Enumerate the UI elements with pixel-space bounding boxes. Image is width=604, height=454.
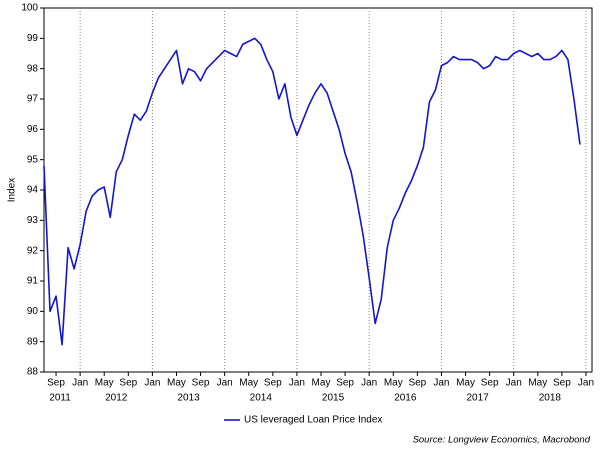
y-tick-label: 95 [27,154,39,165]
x-tick-label: Jan [72,378,88,389]
x-tick-label: Jan [433,378,449,389]
year-label: 2011 [49,393,71,404]
legend-label: US leveraged Loan Price Index [244,415,382,426]
x-tick-label: May [167,378,186,389]
x-tick-label: May [312,378,331,389]
x-tick-label: Sep [119,378,137,389]
x-tick-label: Jan [578,378,594,389]
data-line [43,37,581,346]
x-tick-label: Jan [289,378,305,389]
x-tick-label: Jan [217,378,233,389]
y-tick-label: 91 [27,276,39,287]
y-tick-label: 97 [27,94,39,105]
y-axis-label: Index [7,178,18,202]
x-tick-label: Jan [361,378,377,389]
year-label: 2017 [466,393,489,404]
year-label: 2014 [250,393,273,404]
x-tick-label: Jan [144,378,160,389]
y-tick-label: 88 [27,367,39,378]
year-label: 2013 [177,393,200,404]
plot-frame [43,7,593,373]
y-tick-label: 92 [27,245,39,256]
y-tick-label: 89 [27,336,39,347]
x-tick-label: May [95,378,114,389]
y-tick-label: 90 [27,306,39,317]
year-label: 2012 [105,393,128,404]
y-tick-label: 94 [27,185,39,196]
y-tick-label: 99 [27,33,39,44]
x-tick-label: May [384,378,403,389]
x-tick-label: Sep [192,378,210,389]
x-tick-label: Jan [506,378,522,389]
year-label: 2018 [539,393,562,404]
source-note: Source: Longview Economics, Macrobond [413,435,591,446]
x-tick-label: Sep [336,378,354,389]
x-tick-label: Sep [47,378,65,389]
x-tick-label: Sep [553,378,571,389]
x-tick-label: May [456,378,475,389]
x-tick-label: May [239,378,258,389]
x-tick-label: Sep [481,378,499,389]
y-tick-label: 98 [27,63,39,74]
year-label: 2015 [322,393,345,404]
year-label: 2016 [394,393,417,404]
x-tick-label: Sep [408,378,426,389]
y-tick-label: 100 [21,3,38,14]
y-tick-label: 96 [27,124,39,135]
y-tick-label: 93 [27,215,39,226]
x-tick-label: Sep [264,378,282,389]
x-tick-label: May [528,378,547,389]
